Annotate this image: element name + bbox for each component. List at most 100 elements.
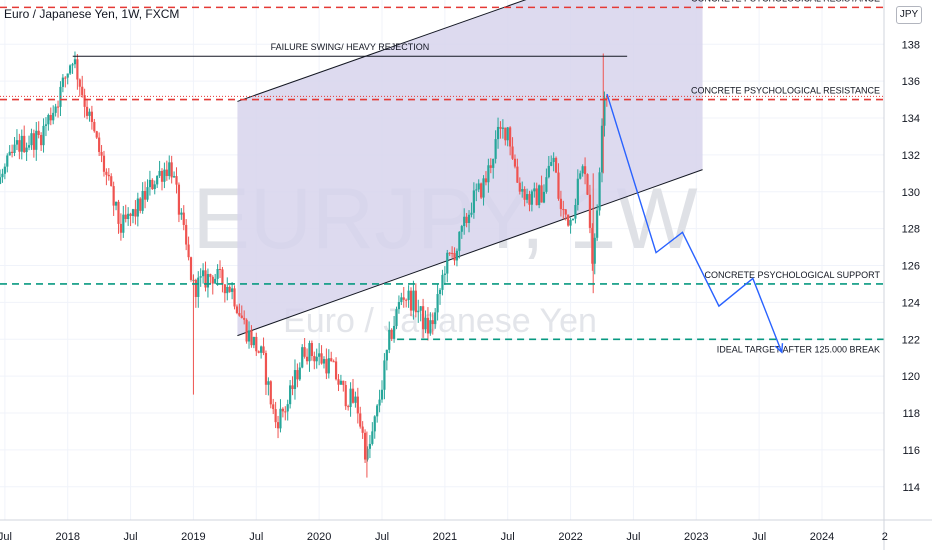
candle-body bbox=[223, 284, 226, 294]
candle-body bbox=[107, 174, 110, 177]
candle-body bbox=[530, 191, 533, 205]
candle-body bbox=[557, 172, 560, 199]
candle-body bbox=[453, 253, 456, 261]
candle-body bbox=[538, 185, 541, 206]
candle-body bbox=[562, 209, 565, 211]
candle-body bbox=[477, 183, 480, 190]
candle-body bbox=[206, 274, 210, 288]
candle-body bbox=[0, 177, 2, 184]
candle-body bbox=[540, 185, 543, 203]
candle-body bbox=[1, 173, 4, 178]
x-tick-label: Jul bbox=[626, 531, 640, 543]
candle-body bbox=[64, 77, 67, 79]
candle-body bbox=[516, 166, 519, 183]
candle-body bbox=[71, 64, 74, 66]
candle-body bbox=[330, 358, 333, 362]
candle-body bbox=[98, 137, 101, 152]
candle-body bbox=[25, 147, 28, 153]
candle-body bbox=[243, 317, 246, 320]
y-tick-label: 132 bbox=[902, 150, 920, 162]
candle-body bbox=[85, 106, 89, 116]
candle-body bbox=[388, 329, 391, 350]
candle-body bbox=[274, 409, 277, 423]
candle-body bbox=[460, 226, 463, 232]
candle-body bbox=[363, 432, 367, 460]
candle-body bbox=[139, 198, 142, 211]
candle-body bbox=[262, 346, 265, 354]
candle-body bbox=[480, 183, 483, 198]
candle-body bbox=[571, 218, 575, 221]
chart-title: Euro / Japanese Yen, 1W, FXCM bbox=[4, 7, 179, 21]
candle-body bbox=[226, 286, 229, 294]
candle-body bbox=[436, 294, 439, 313]
candle-body bbox=[349, 388, 352, 407]
ascending-channel[interactable] bbox=[237, 0, 703, 337]
candle-body bbox=[504, 127, 507, 141]
channel-upper-line bbox=[237, 0, 527, 102]
candle-body bbox=[569, 220, 572, 226]
candle-body bbox=[334, 361, 338, 380]
candle-body bbox=[361, 426, 364, 433]
candle-body bbox=[310, 343, 313, 356]
x-tick-label: 2023 bbox=[684, 531, 708, 543]
candle-body bbox=[105, 171, 108, 175]
candle-body bbox=[397, 302, 401, 310]
candle-body bbox=[588, 194, 592, 228]
candle-body bbox=[233, 288, 236, 307]
x-tick-label: Jul bbox=[0, 531, 12, 543]
candle-body bbox=[214, 278, 217, 284]
candle-body bbox=[27, 145, 31, 148]
candle-body bbox=[327, 358, 330, 374]
candle-body bbox=[475, 189, 478, 191]
candle-body bbox=[281, 408, 284, 412]
candle-body bbox=[499, 126, 502, 129]
candle-body bbox=[303, 347, 306, 357]
candle-body bbox=[438, 289, 442, 295]
candle-body bbox=[322, 359, 326, 364]
candle-body bbox=[378, 399, 381, 406]
candle-body bbox=[547, 165, 550, 178]
candle-body bbox=[291, 385, 294, 390]
candle-body bbox=[564, 209, 567, 215]
projection-path[interactable] bbox=[606, 93, 784, 354]
candle-body bbox=[402, 297, 405, 300]
candle-body bbox=[337, 379, 340, 385]
candle-body bbox=[255, 336, 258, 352]
candle-body bbox=[148, 179, 152, 188]
failure-swing-label: FAILURE SWING/ HEAVY REJECTION bbox=[271, 42, 430, 52]
candle-body bbox=[110, 176, 113, 187]
candle-body bbox=[412, 290, 415, 311]
candle-body bbox=[296, 370, 299, 380]
candle-body bbox=[18, 140, 21, 152]
level-label-3: IDEAL TARGET AFTER 125.000 BREAK bbox=[717, 344, 880, 354]
candle-body bbox=[417, 310, 420, 313]
y-tick-label: 130 bbox=[902, 187, 920, 199]
candle-body bbox=[494, 139, 497, 159]
candle-body bbox=[318, 353, 321, 357]
y-tick-label: 114 bbox=[902, 482, 920, 494]
candle-body bbox=[151, 179, 154, 190]
candle-body bbox=[211, 276, 214, 284]
candle-body bbox=[371, 431, 374, 444]
candle-body bbox=[240, 315, 243, 318]
candle-body bbox=[332, 361, 335, 363]
candle-body bbox=[153, 184, 156, 190]
candle-body bbox=[463, 216, 466, 227]
candle-body bbox=[93, 121, 96, 132]
y-tick-label: 134 bbox=[902, 113, 920, 125]
candle-body bbox=[201, 270, 205, 277]
candle-body bbox=[448, 252, 451, 254]
y-tick-label: 120 bbox=[902, 371, 920, 383]
candle-body bbox=[129, 213, 132, 216]
candle-body bbox=[421, 306, 425, 330]
candle-body bbox=[52, 112, 55, 121]
candle-body bbox=[136, 198, 139, 217]
candle-body bbox=[467, 214, 471, 223]
candle-body bbox=[351, 388, 355, 403]
candle-body bbox=[284, 411, 287, 413]
currency-button[interactable]: JPY bbox=[896, 6, 922, 24]
watermark-name: Euro / Japanese Yen bbox=[283, 302, 597, 340]
candle-body bbox=[81, 86, 84, 96]
